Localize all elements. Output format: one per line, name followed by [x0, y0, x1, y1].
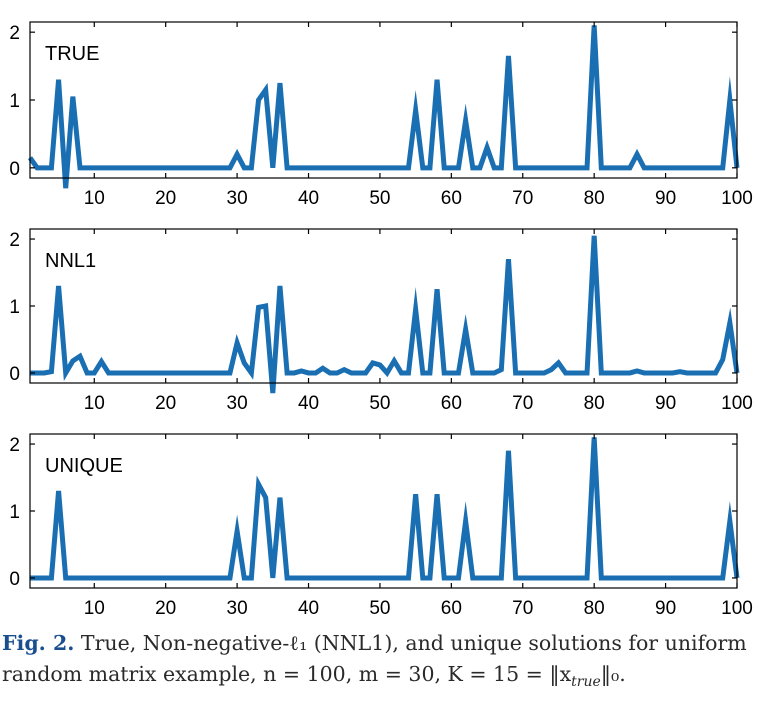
x-tick-label: 70 [512, 188, 533, 209]
x-tick-label: 20 [155, 598, 176, 619]
series-line [30, 437, 740, 581]
y-tick-label: 2 [9, 230, 20, 251]
x-tick-label: 40 [298, 598, 319, 619]
y-tick-label: 1 [9, 502, 20, 523]
x-tick-label: 80 [584, 598, 605, 619]
x-tick-label: 10 [84, 188, 105, 209]
x-tick-label: 60 [441, 393, 462, 414]
x-tick-label: 10 [84, 393, 105, 414]
y-tick-label: 2 [9, 435, 20, 456]
x-tick-label: 60 [441, 188, 462, 209]
caption-subscript: true [571, 674, 601, 691]
x-tick-label: 30 [227, 188, 248, 209]
axis-box [29, 21, 738, 179]
panel-nnl1: 10 20 30 40 50 60 70 80 90 100 0 1 2 NNL1 [9, 228, 753, 414]
caption-line1: True, Non-negative-ℓ₁ (NNL1), and unique… [80, 631, 747, 655]
x-tick-label: 30 [227, 598, 248, 619]
y-tick-label: 0 [9, 159, 20, 180]
y-tick-label: 1 [9, 297, 20, 318]
x-tick-label: 70 [512, 393, 533, 414]
panel-label: TRUE [45, 43, 99, 65]
x-tick-label: 20 [155, 188, 176, 209]
panel-unique: 10 20 30 40 50 60 70 80 90 100 0 1 2 UNIQUE [9, 433, 753, 619]
panel-label: UNIQUE [45, 455, 123, 477]
x-tick-label: 90 [655, 188, 676, 209]
series-line [27, 25, 740, 189]
x-tick-label: 90 [655, 598, 676, 619]
caption-line2: random matrix example, n = 100, m = 30, … [2, 662, 572, 686]
x-tick-label: 40 [298, 188, 319, 209]
x-tick-label: 50 [369, 188, 390, 209]
x-tick-label: 10 [84, 598, 105, 619]
y-tick-label: 0 [9, 364, 20, 385]
panel-true: 10 20 30 40 50 60 70 80 90 100 0 1 2 TRUE [9, 21, 753, 209]
panel-label: NNL1 [45, 250, 96, 272]
x-tick-label: 70 [512, 598, 533, 619]
axis-box [29, 228, 738, 384]
figure-caption: Fig. 2. True, Non-negative-ℓ₁ (NNL1), an… [2, 628, 768, 698]
x-tick-label: 90 [655, 393, 676, 414]
x-tick-label: 100 [721, 598, 753, 619]
x-tick-label: 50 [369, 393, 390, 414]
axis-box [29, 433, 738, 589]
x-tick-label: 80 [584, 188, 605, 209]
x-tick-label: 40 [298, 393, 319, 414]
series-line [30, 235, 740, 394]
x-tick-label: 100 [721, 188, 753, 209]
y-tick-label: 1 [9, 91, 20, 112]
figure-number: Fig. 2. [2, 631, 75, 655]
x-tick-label: 50 [369, 598, 390, 619]
y-tick-label: 0 [9, 569, 20, 590]
x-tick-label: 30 [227, 393, 248, 414]
x-tick-label: 80 [584, 393, 605, 414]
x-tick-label: 100 [721, 393, 753, 414]
x-tick-label: 20 [155, 393, 176, 414]
x-tick-label: 60 [441, 598, 462, 619]
caption-line2-end: ‖₀. [600, 662, 626, 686]
y-tick-label: 2 [9, 23, 20, 44]
